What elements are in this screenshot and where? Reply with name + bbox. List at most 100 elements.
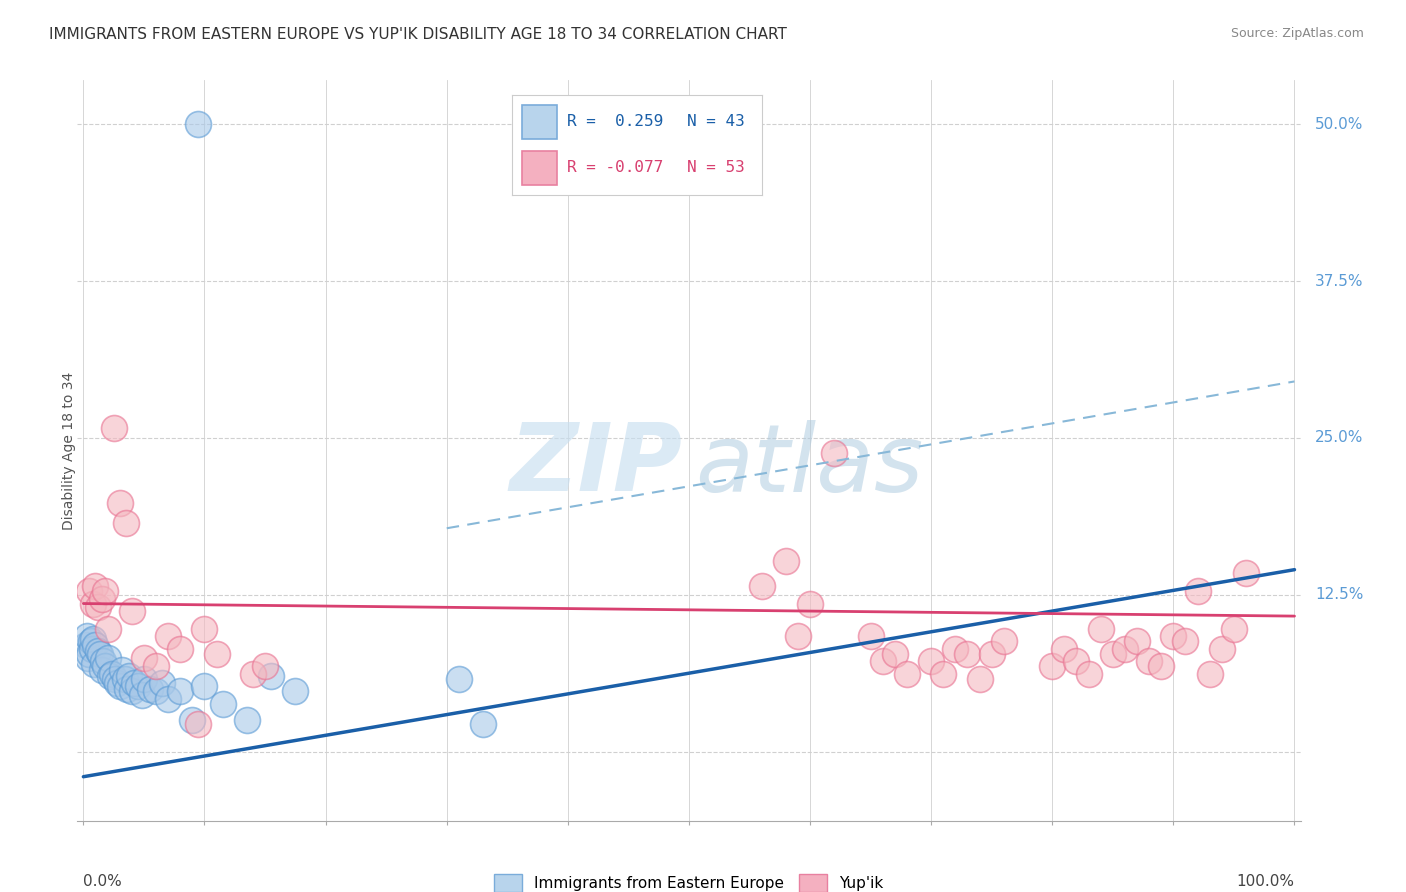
Point	[150, 675, 173, 690]
Point	[94, 659, 117, 673]
Point	[775, 554, 797, 568]
Point	[132, 672, 155, 686]
Point	[108, 679, 131, 693]
Text: 12.5%: 12.5%	[1315, 587, 1364, 602]
Point	[1090, 622, 1112, 636]
Point	[97, 650, 120, 665]
Point	[84, 638, 107, 652]
Point	[447, 672, 470, 686]
Point	[193, 622, 215, 636]
Point	[1198, 666, 1220, 681]
Point	[79, 584, 101, 599]
Point	[157, 629, 180, 643]
Point	[1150, 659, 1173, 673]
Point	[80, 641, 103, 656]
Text: 0.0%: 0.0%	[83, 874, 122, 889]
Text: Source: ZipAtlas.com: Source: ZipAtlas.com	[1230, 27, 1364, 40]
Point	[87, 644, 110, 658]
Point	[883, 647, 905, 661]
Point	[993, 634, 1015, 648]
Point	[1211, 641, 1233, 656]
FancyBboxPatch shape	[522, 105, 557, 139]
Point	[236, 713, 259, 727]
Point	[472, 717, 495, 731]
Point	[94, 584, 117, 599]
Point	[1077, 666, 1099, 681]
Point	[145, 684, 167, 698]
Point	[859, 629, 882, 643]
Point	[82, 632, 104, 646]
Point	[1040, 659, 1063, 673]
Point	[115, 681, 138, 696]
Point	[181, 713, 204, 727]
Point	[169, 684, 191, 698]
Point	[787, 629, 810, 643]
Text: R = -0.077: R = -0.077	[567, 160, 664, 175]
Point	[1137, 654, 1160, 668]
Point	[105, 675, 128, 690]
Point	[139, 681, 162, 696]
Point	[91, 654, 114, 668]
Point	[193, 679, 215, 693]
Point	[82, 597, 104, 611]
Text: 50.0%: 50.0%	[1315, 117, 1364, 132]
Point	[84, 579, 107, 593]
Point	[260, 669, 283, 683]
Point	[90, 663, 112, 677]
Point	[118, 669, 141, 683]
Point	[90, 591, 112, 606]
Point	[145, 659, 167, 673]
Point	[108, 496, 131, 510]
Point	[1174, 634, 1197, 648]
Point	[242, 666, 264, 681]
Text: 37.5%: 37.5%	[1315, 274, 1364, 288]
Point	[945, 641, 967, 656]
Text: N = 43: N = 43	[688, 113, 745, 128]
Point	[1066, 654, 1088, 668]
Point	[1114, 641, 1136, 656]
Point	[132, 650, 155, 665]
Point	[1126, 634, 1149, 648]
Point	[101, 666, 124, 681]
Point	[896, 666, 918, 681]
Point	[77, 650, 100, 665]
Point	[751, 579, 773, 593]
Text: ZIP: ZIP	[510, 419, 683, 511]
Point	[104, 672, 127, 686]
Text: N = 53: N = 53	[688, 160, 745, 175]
Point	[169, 641, 191, 656]
Point	[111, 663, 134, 677]
Point	[157, 692, 180, 706]
Point	[114, 672, 136, 686]
Text: IMMIGRANTS FROM EASTERN EUROPE VS YUP'IK DISABILITY AGE 18 TO 34 CORRELATION CHA: IMMIGRANTS FROM EASTERN EUROPE VS YUP'IK…	[49, 27, 787, 42]
Point	[1101, 647, 1123, 661]
Point	[79, 647, 101, 661]
Point	[75, 638, 97, 652]
Point	[920, 654, 942, 668]
Point	[1187, 584, 1209, 599]
Point	[87, 600, 110, 615]
Point	[980, 647, 1002, 661]
Y-axis label: Disability Age 18 to 34: Disability Age 18 to 34	[62, 371, 76, 530]
Point	[1234, 566, 1257, 581]
Point	[121, 684, 143, 698]
Point	[284, 684, 307, 698]
Point	[872, 654, 894, 668]
Text: 100.0%: 100.0%	[1236, 874, 1295, 889]
Point	[254, 659, 277, 673]
Point	[76, 629, 98, 643]
Text: R =  0.259: R = 0.259	[567, 113, 664, 128]
Point	[1223, 622, 1246, 636]
Text: atlas: atlas	[695, 420, 924, 511]
Point	[1163, 629, 1185, 643]
Point	[114, 516, 136, 531]
Point	[799, 597, 821, 611]
Point	[969, 672, 991, 686]
Point	[127, 679, 149, 693]
FancyBboxPatch shape	[522, 151, 557, 185]
Point	[823, 446, 845, 460]
Text: 25.0%: 25.0%	[1315, 431, 1364, 445]
Point	[89, 647, 111, 661]
Point	[131, 688, 153, 702]
Point	[205, 647, 228, 661]
